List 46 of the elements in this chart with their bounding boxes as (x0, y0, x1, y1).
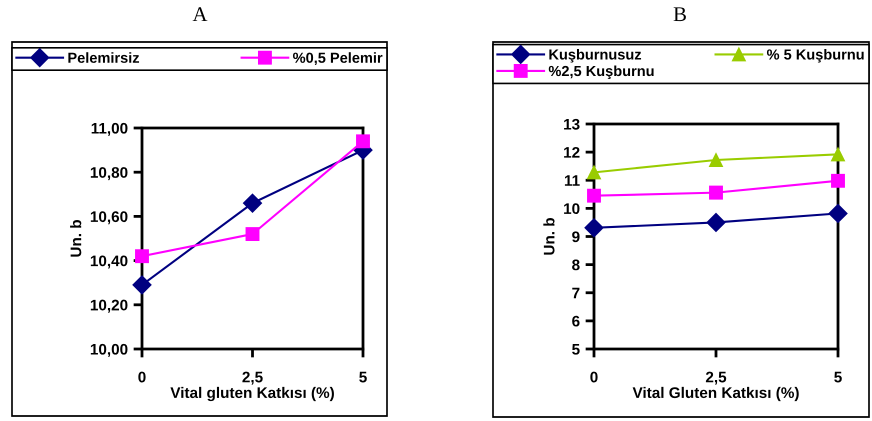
x-tick-label: 2,5 (706, 372, 726, 385)
y-tick-label: 11,00 (92, 122, 128, 136)
y-tick-label: 10,80 (90, 167, 128, 180)
x-axis-title: Vital Gluten Katkısı (%) (632, 386, 799, 402)
point (709, 186, 723, 200)
point (242, 194, 262, 213)
x-tick-label: 0 (590, 372, 598, 382)
point (831, 147, 845, 162)
point (706, 212, 726, 232)
y-tick-label: 10,60 (90, 211, 128, 224)
y-axis-title: Un. b (543, 218, 555, 255)
y-tick-label: 10 (564, 203, 580, 214)
point (246, 227, 260, 242)
point (709, 153, 723, 167)
point (135, 249, 149, 264)
y-tick-label: 12 (564, 146, 580, 158)
y-tick-label: 10,00 (90, 344, 128, 357)
point (584, 218, 604, 238)
legend-label: % 5 Kuşburnu (766, 48, 864, 63)
y-tick-label: 13 (564, 118, 580, 130)
chart-title: B (674, 7, 686, 22)
chart-title: A (192, 7, 208, 22)
y-tick-label: 6 (572, 316, 580, 327)
y-tick-label: 10,20 (90, 300, 128, 313)
legend-label: Kuşburnusuz (549, 48, 642, 63)
x-axis-title: Vital gluten Katkısı (%) (170, 386, 334, 402)
y-tick-label: 10,40 (90, 255, 128, 268)
y-axis-title: Un. b (70, 220, 82, 257)
point (828, 204, 848, 223)
point (831, 174, 845, 188)
y-tick-label: 7 (572, 288, 580, 298)
legend-label: %2,5 Kuşburnu (548, 65, 654, 80)
y-tick-label: 5 (572, 344, 580, 355)
point (587, 188, 601, 203)
point (587, 165, 601, 180)
x-tick-label: 2,5 (242, 372, 263, 385)
x-tick-label: 0 (138, 372, 146, 382)
y-tick-label: 11 (564, 175, 580, 186)
x-tick-label: 5 (359, 372, 367, 382)
legend-label: %0,5 Pelemir (293, 52, 382, 66)
y-tick-label: 8 (572, 259, 580, 270)
x-tick-label: 5 (834, 372, 842, 382)
point (132, 275, 152, 294)
y-tick-label: 9 (572, 231, 580, 242)
point (356, 134, 370, 148)
legend-label: Pelemirsiz (68, 52, 140, 63)
